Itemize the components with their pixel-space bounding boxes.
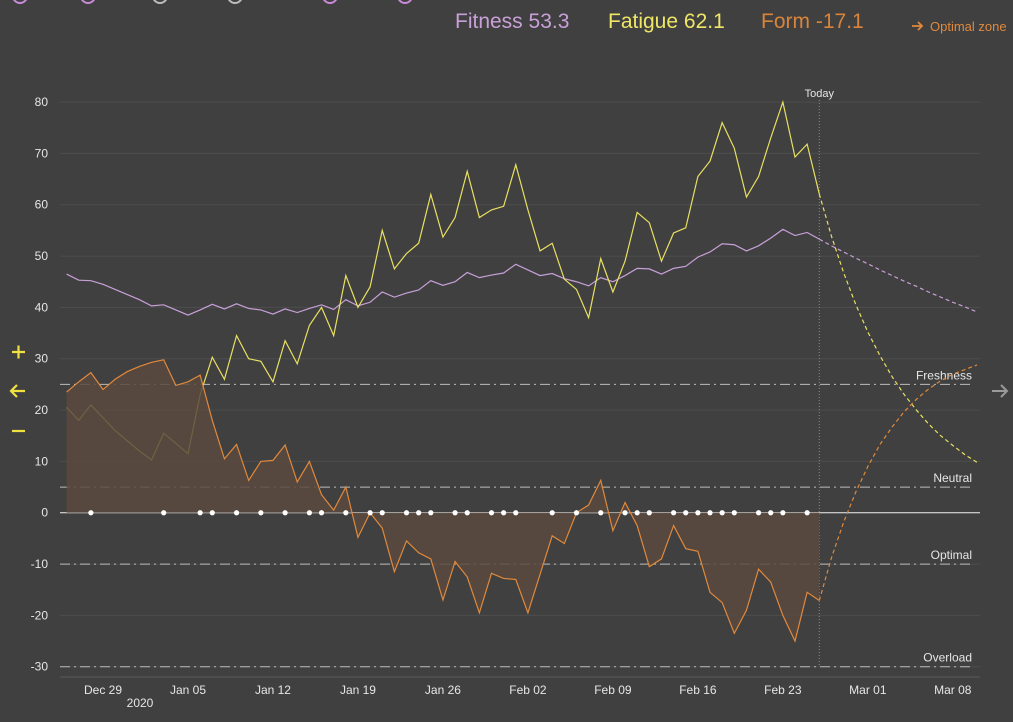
y-tick-label: -10 — [31, 557, 49, 571]
y-tick-label: 10 — [35, 454, 49, 468]
series-line — [66, 359, 820, 643]
form-area — [66, 359, 820, 642]
activity-dot — [258, 510, 264, 516]
legend-value: 62.1 — [684, 10, 725, 33]
legend-value: 53.3 — [529, 10, 570, 33]
zoom-in[interactable] — [12, 345, 25, 359]
activity-dot — [768, 510, 774, 516]
activity-dot — [695, 510, 701, 516]
icon[interactable] — [81, 0, 95, 4]
activity-dot — [573, 510, 580, 516]
activity-dot — [403, 510, 410, 516]
icon[interactable] — [153, 0, 167, 4]
zone-label: Neutral — [933, 471, 972, 485]
x-tick-label: Dec 29 — [84, 683, 122, 697]
activity-dot — [731, 510, 737, 516]
pan-left[interactable] — [9, 384, 25, 398]
zone-label: Overload — [923, 651, 972, 665]
activity-dot — [513, 510, 519, 516]
activity-dot — [755, 510, 762, 516]
activity-dot — [416, 510, 422, 516]
icon[interactable] — [13, 0, 27, 4]
y-tick-label: 40 — [35, 300, 49, 314]
activity-dot — [197, 510, 203, 516]
activity-dot — [707, 510, 713, 516]
top-icons — [13, 0, 412, 4]
zone-label: Optimal — [931, 548, 972, 562]
y-tick-label: -30 — [31, 660, 49, 674]
x-tick-label: Jan 05 — [170, 683, 206, 697]
activity-dot — [488, 510, 495, 516]
y-tick-label: 20 — [35, 403, 49, 417]
activity-dot — [161, 510, 167, 516]
x-tick-label: Feb 02 — [509, 683, 547, 697]
grid: -30 -20 -10 0 10 20 30 40 50 60 70 80 Dec 29 Jan 05 Ja… — [31, 88, 980, 710]
activity-dot — [428, 510, 434, 516]
form-legend: Form -17.1 — [761, 10, 864, 33]
activity-dot — [671, 510, 677, 516]
pan-right[interactable] — [992, 384, 1009, 398]
y-tick-label: 60 — [35, 198, 49, 212]
activity-dot — [209, 510, 215, 516]
activity-dot — [343, 510, 349, 516]
y-tick-label: -20 — [31, 608, 49, 622]
x-tick-label: Jan 19 — [340, 683, 376, 697]
x-tick-label: Feb 16 — [679, 683, 717, 697]
series-line — [66, 228, 820, 316]
x-tick-label: Jan 12 — [255, 683, 291, 697]
activity-dot — [306, 510, 312, 516]
activity-dot — [318, 510, 325, 516]
legend-name: Fatigue — [608, 10, 678, 33]
activity-dot — [683, 510, 689, 516]
legend-name: Fitness — [455, 10, 523, 33]
activity-dot — [719, 510, 725, 516]
y-tick-label: 80 — [35, 95, 49, 109]
side-controls — [9, 345, 25, 433]
legend-name: Form — [761, 10, 810, 33]
x-tick-label: Mar 01 — [849, 683, 887, 697]
icon[interactable] — [398, 0, 412, 4]
activity-dot — [367, 510, 373, 516]
activity-dot — [233, 510, 240, 516]
activity-dot — [622, 510, 628, 516]
activity-dot — [549, 510, 555, 516]
y-tick-label: 70 — [35, 146, 49, 160]
projected-line — [818, 193, 978, 463]
projected-line — [818, 364, 978, 601]
x-tick-label: Mar 08 — [934, 683, 972, 697]
activity-dot — [780, 510, 786, 516]
y-tick-label: 50 — [35, 249, 49, 263]
fitness-legend: Fitness 53.3 — [455, 10, 569, 33]
projected-line — [818, 238, 978, 313]
year-label: 2020 — [127, 696, 154, 710]
zone-link[interactable]: Optimal zone — [930, 19, 1007, 34]
zone-link-arrow[interactable] — [912, 21, 924, 31]
activity-dot — [282, 510, 288, 516]
x-tick-label: Feb 09 — [594, 683, 632, 697]
data — [66, 99, 978, 643]
y-tick-label: 0 — [41, 506, 48, 520]
activity-dot — [501, 510, 507, 516]
fatigue-legend: Fatigue 62.1 — [608, 10, 725, 33]
today-label: Today — [805, 88, 835, 100]
activity-dot — [646, 510, 652, 516]
icon[interactable] — [228, 0, 242, 4]
legend-value: -17.1 — [816, 10, 864, 33]
activity-dot — [464, 510, 470, 516]
activity-dot — [88, 510, 94, 516]
activity-dot — [804, 510, 810, 516]
y-tick-label: 30 — [35, 352, 49, 366]
x-tick-label: Feb 23 — [764, 683, 802, 697]
activity-dot — [634, 510, 640, 516]
activity-dot — [452, 510, 458, 516]
x-tick-label: Jan 26 — [425, 683, 461, 697]
activity-dot — [379, 510, 385, 516]
icon[interactable] — [323, 0, 337, 4]
activity-dot — [598, 510, 604, 516]
